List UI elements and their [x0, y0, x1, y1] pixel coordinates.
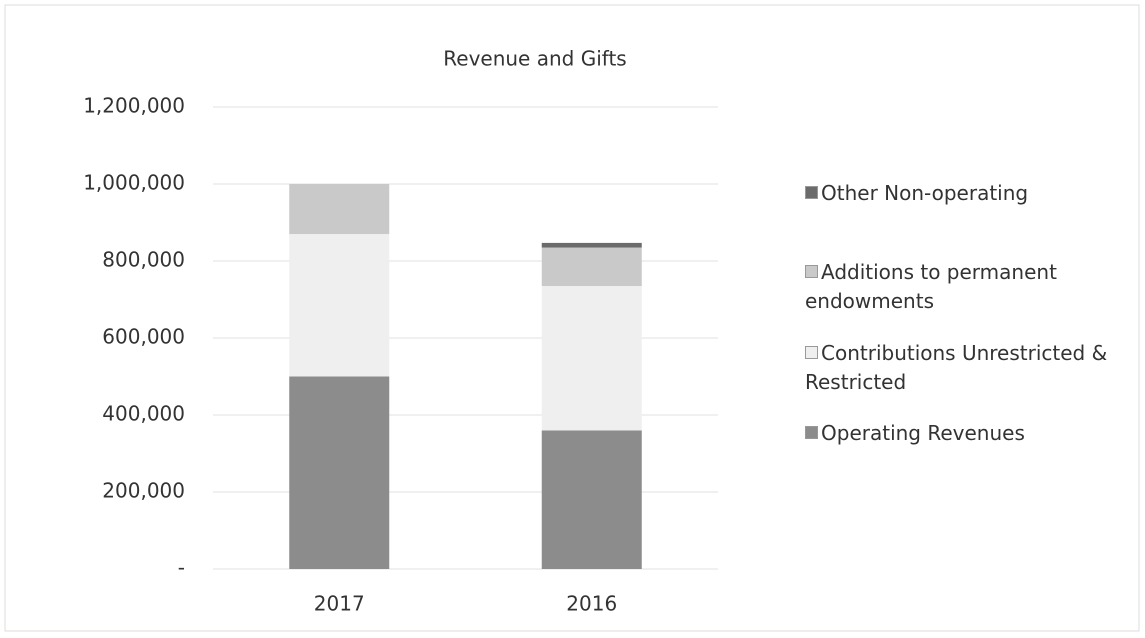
- bar-segment: [541, 247, 642, 287]
- legend-label: Contributions Unrestricted & Restricted: [805, 341, 1108, 394]
- y-tick-label: 200,000: [102, 479, 185, 503]
- legend-label: Additions to permanent endowments: [805, 260, 1057, 313]
- x-tick-label: 2016: [566, 592, 617, 616]
- bar-segment: [541, 242, 642, 248]
- y-tick-label: 800,000: [102, 248, 185, 272]
- bar-segment: [289, 184, 390, 235]
- legend-swatch: [805, 426, 818, 439]
- chart-border: [4, 4, 1140, 632]
- y-tick-label: 400,000: [102, 402, 185, 426]
- legend-label: Operating Revenues: [821, 421, 1025, 445]
- y-tick-label: 1,200,000: [83, 94, 185, 118]
- legend-swatch: [805, 346, 818, 359]
- legend-swatch: [805, 186, 818, 199]
- legend-swatch: [805, 265, 818, 278]
- legend-entry: Additions to permanent endowments: [805, 258, 1125, 316]
- x-tick-label: 2017: [314, 592, 365, 616]
- legend-entry: Other Non-operating: [805, 179, 1125, 208]
- legend-label: Other Non-operating: [821, 181, 1029, 205]
- bar-segment: [289, 376, 390, 569]
- y-tick-label: 1,000,000: [83, 171, 185, 195]
- bar-segment: [289, 234, 390, 377]
- chart-title: Revenue and Gifts: [443, 47, 626, 71]
- y-tick-label: 600,000: [102, 325, 185, 349]
- y-tick-label: -: [178, 556, 185, 580]
- legend-entry: Operating Revenues: [805, 419, 1125, 448]
- legend-entry: Contributions Unrestricted & Restricted: [805, 339, 1125, 397]
- bar-segment: [541, 286, 642, 431]
- bar-segment: [541, 430, 642, 569]
